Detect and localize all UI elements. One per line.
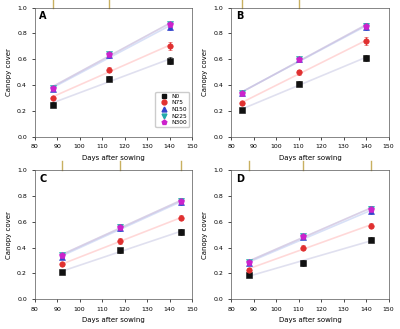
- X-axis label: Days after sowing: Days after sowing: [278, 317, 341, 323]
- Text: A: A: [39, 12, 47, 21]
- Y-axis label: Canopy cover: Canopy cover: [6, 211, 12, 259]
- Y-axis label: Canopy cover: Canopy cover: [6, 48, 12, 96]
- Text: D: D: [236, 174, 244, 184]
- Y-axis label: Canopy cover: Canopy cover: [202, 48, 208, 96]
- Legend: N0, N75, N150, N225, N300: N0, N75, N150, N225, N300: [155, 91, 189, 127]
- X-axis label: Days after sowing: Days after sowing: [278, 155, 341, 161]
- X-axis label: Days after sowing: Days after sowing: [82, 317, 145, 323]
- Text: B: B: [236, 12, 243, 21]
- Y-axis label: Canopy cover: Canopy cover: [202, 211, 208, 259]
- Text: C: C: [39, 174, 46, 184]
- X-axis label: Days after sowing: Days after sowing: [82, 155, 145, 161]
